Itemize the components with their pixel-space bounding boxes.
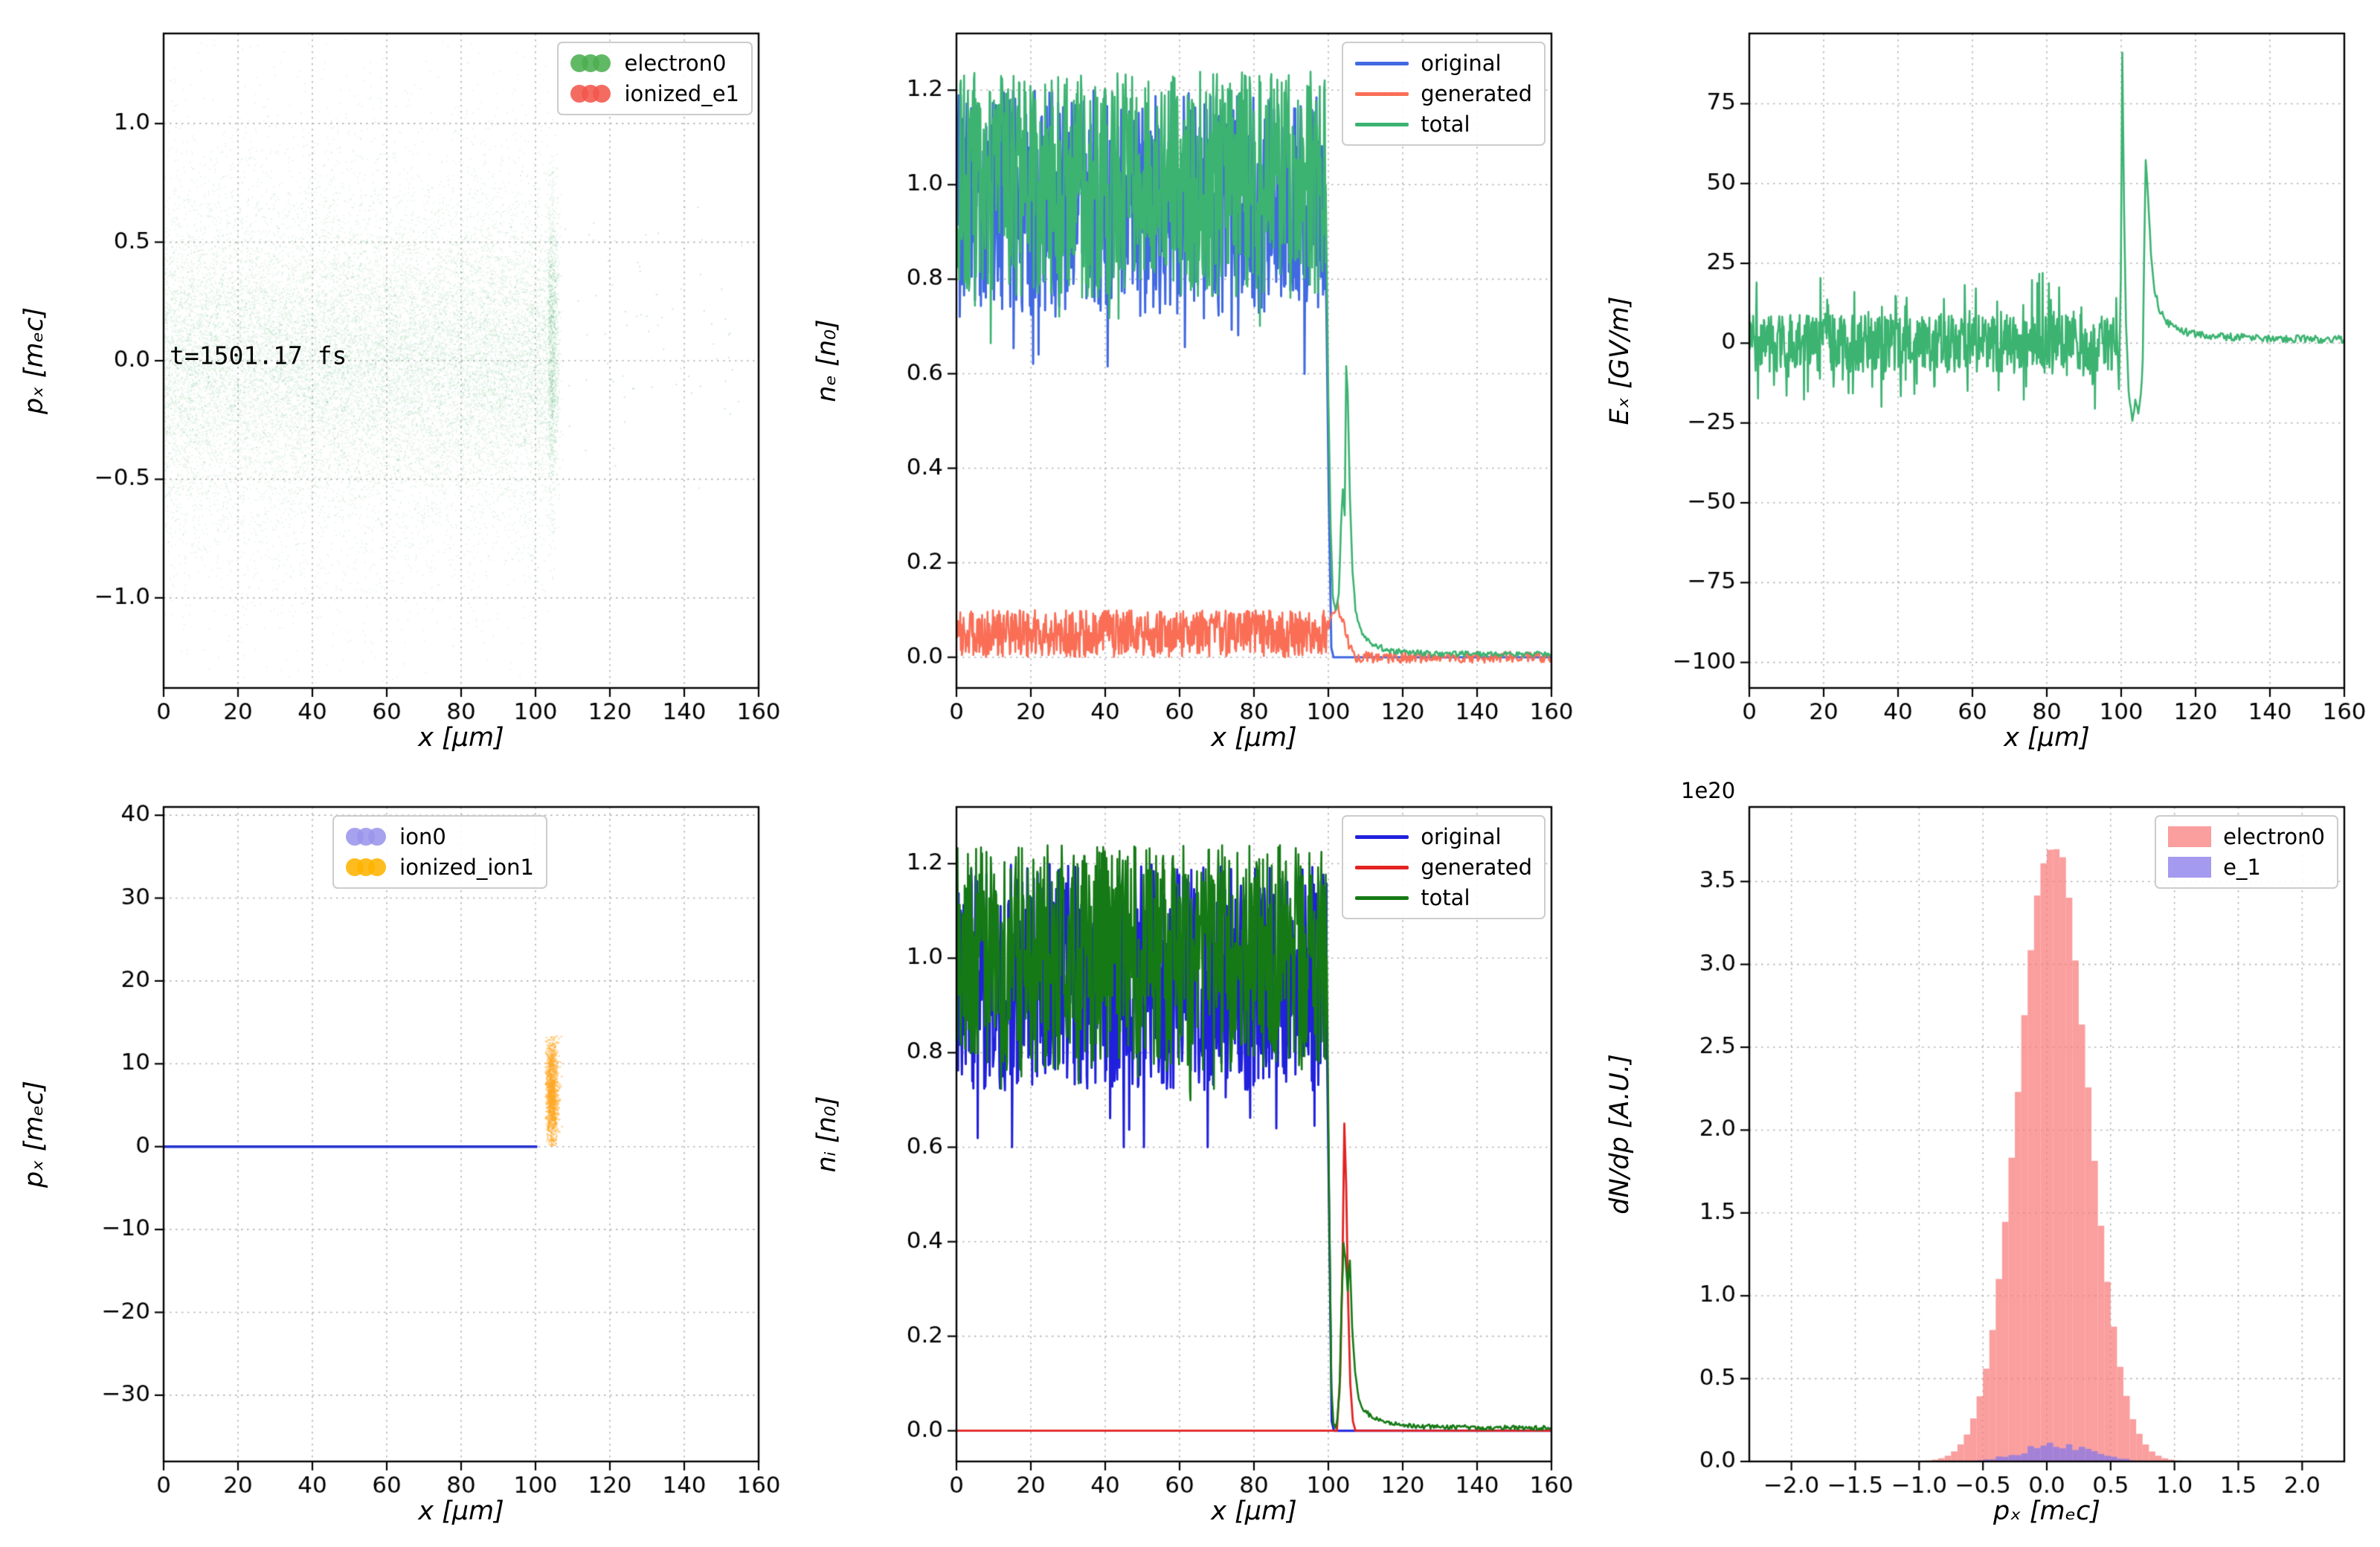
dot	[593, 85, 611, 103]
subplot-electron-phase-space: t=1501.17 fs x [μm] pₓ [mₑc] electron0 i…	[0, 0, 793, 774]
y-axis-scale-offset-label: 1e20	[1681, 778, 1736, 803]
dot	[368, 828, 387, 846]
legend-label: generated	[1421, 81, 1532, 106]
legend-label: original	[1421, 51, 1502, 76]
total-line-marker-icon	[1355, 895, 1409, 900]
legend-entry: ion0	[346, 824, 534, 849]
y-axis-label: Eₓ [GV/m]	[1605, 296, 1635, 425]
subplot-ion-phase-space: x [μm] pₓ [mₑc] ion0 ionized_ion1	[0, 774, 793, 1547]
y-axis-label: pₓ [mₑc]	[19, 306, 49, 415]
x-axis-label: x [μm]	[418, 723, 504, 753]
electron-phase-space-canvas	[0, 0, 793, 774]
y-axis-label: dN/dp [A.U.]	[1605, 1054, 1635, 1215]
legend: electron0 e_1	[2155, 815, 2338, 889]
subplot-electron-density: x [μm] nₑ [n₀] original generated total	[793, 0, 1586, 774]
momentum-spectrum-canvas	[1586, 774, 2379, 1547]
original-line-marker-icon	[1355, 834, 1409, 839]
legend: original generated total	[1342, 815, 1546, 919]
legend-entry: total	[1355, 885, 1532, 910]
legend-label: ionized_e1	[624, 81, 739, 106]
legend-label: original	[1421, 824, 1502, 849]
subplot-electric-field: x [μm] Eₓ [GV/m]	[1586, 0, 2379, 774]
legend-entry: electron0	[2168, 824, 2325, 849]
y-axis-label: nᵢ [n₀]	[812, 1096, 842, 1173]
legend-entry: ionized_e1	[570, 81, 739, 106]
legend-label: total	[1421, 885, 1470, 910]
electron0-scatter-marker-icon	[570, 54, 612, 73]
legend-entry: total	[1355, 112, 1532, 137]
legend-label: e_1	[2223, 855, 2261, 880]
e1-patch-marker-icon	[2168, 857, 2212, 878]
dot	[593, 54, 611, 72]
x-axis-label: x [μm]	[1211, 723, 1297, 753]
electric-field-canvas	[1586, 0, 2379, 774]
legend-entry: generated	[1355, 855, 1532, 880]
legend-entry: original	[1355, 824, 1532, 849]
legend: original generated total	[1342, 42, 1546, 146]
y-axis-label: nₑ [n₀]	[812, 319, 842, 402]
x-axis-label: x [μm]	[418, 1496, 504, 1526]
ionized-ion1-scatter-marker-icon	[346, 858, 387, 877]
legend: ion0 ionized_ion1	[332, 815, 547, 889]
legend-entry: original	[1355, 51, 1532, 76]
legend-entry: electron0	[570, 51, 739, 76]
legend: electron0 ionized_e1	[557, 42, 753, 115]
y-axis-label: pₓ [mₑc]	[19, 1080, 49, 1189]
x-axis-label: x [μm]	[1211, 1496, 1297, 1526]
generated-line-marker-icon	[1355, 91, 1409, 96]
legend-label: total	[1421, 112, 1470, 137]
legend-label: ionized_ion1	[399, 855, 534, 880]
dot	[368, 858, 387, 876]
subplot-ion-density: x [μm] nᵢ [n₀] original generated total	[793, 774, 1586, 1547]
generated-line-marker-icon	[1355, 865, 1409, 869]
legend-label: generated	[1421, 855, 1532, 880]
total-line-marker-icon	[1355, 122, 1409, 126]
legend-entry: generated	[1355, 81, 1532, 106]
original-line-marker-icon	[1355, 61, 1409, 65]
electron0-patch-marker-icon	[2168, 826, 2212, 847]
legend-label: electron0	[2223, 824, 2325, 849]
time-annotation: t=1501.17 fs	[170, 341, 347, 370]
legend-label: electron0	[624, 51, 727, 76]
legend-label: ion0	[399, 824, 446, 849]
ionized-e1-scatter-marker-icon	[570, 84, 612, 103]
legend-entry: e_1	[2168, 855, 2325, 880]
x-axis-label: pₓ [mₑc]	[1993, 1496, 2101, 1526]
legend-entry: ionized_ion1	[346, 855, 534, 880]
x-axis-label: x [μm]	[2004, 723, 2090, 753]
subplot-momentum-spectrum: 1e20 pₓ [mₑc] dN/dp [A.U.] electron0 e_1	[1586, 774, 2379, 1547]
ion0-scatter-marker-icon	[346, 827, 387, 846]
ion-phase-space-canvas	[0, 774, 793, 1547]
